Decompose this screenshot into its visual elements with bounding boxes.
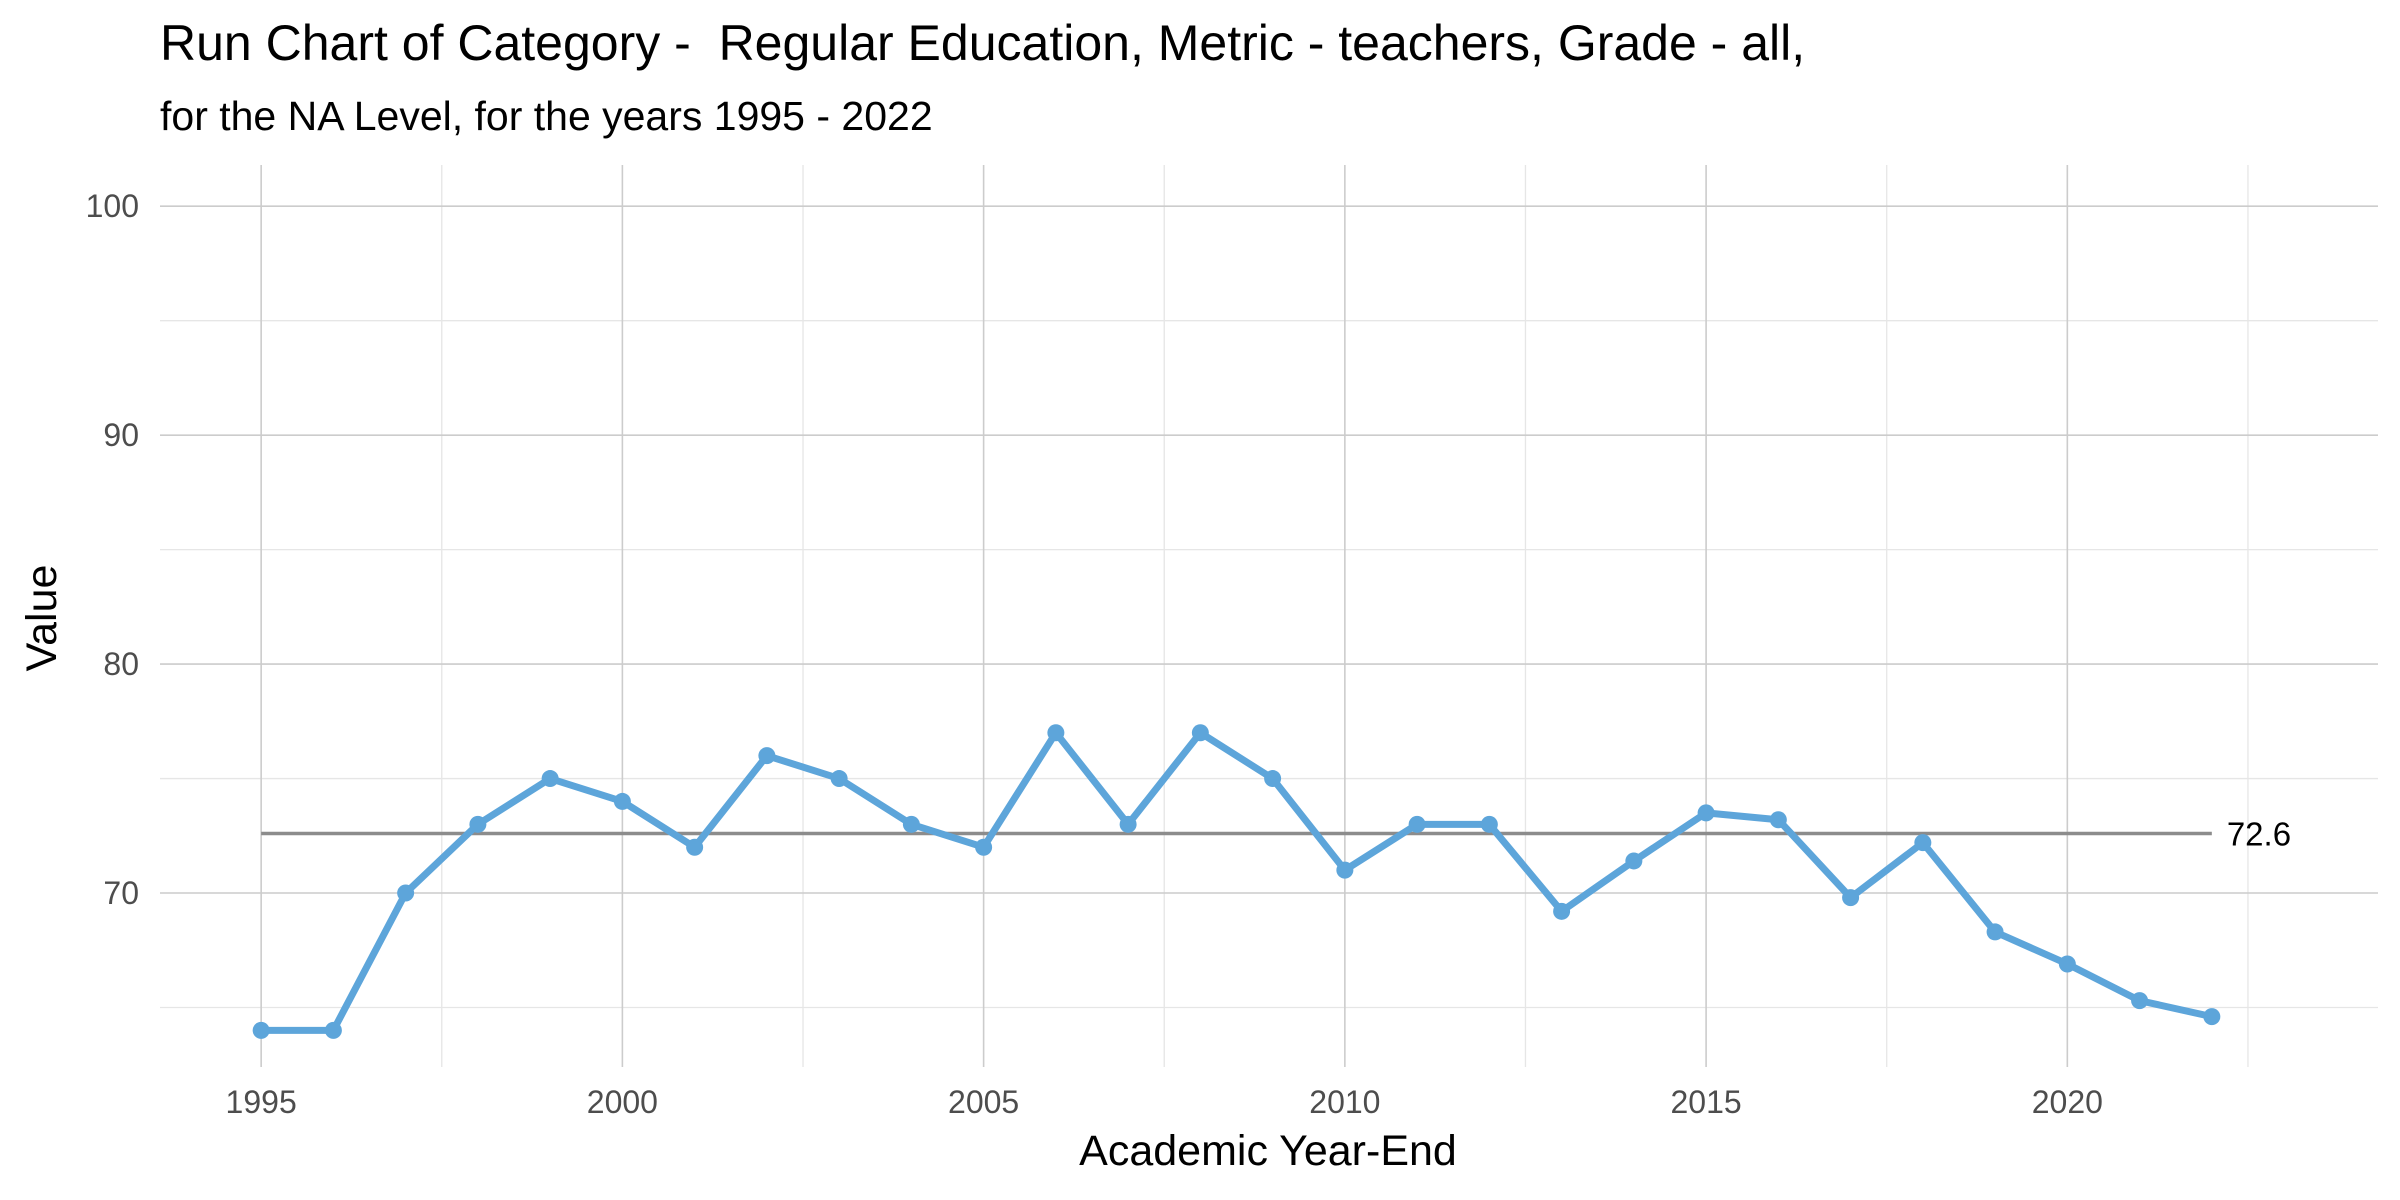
series-line [257, 729, 2216, 1034]
data-point [2058, 955, 2076, 973]
data-point [1625, 852, 1643, 870]
x-tick-label: 2015 [1671, 1084, 1742, 1120]
x-tick-label: 2005 [948, 1084, 1019, 1120]
x-axis-ticks: 1995 2000 2005 2010 2015 2020 [226, 1084, 2103, 1120]
x-tick-label: 1995 [226, 1084, 297, 1120]
x-tick-label: 2010 [1309, 1084, 1380, 1120]
data-point [830, 770, 848, 788]
series-layer [252, 724, 2221, 1039]
data-point [1264, 770, 1282, 788]
mean-line-label: 72.6 [2227, 815, 2291, 852]
data-point [1553, 902, 1571, 920]
data-point [1408, 815, 1426, 833]
data-point [1047, 724, 1065, 742]
grid-major [160, 165, 2378, 1067]
x-axis-title: Academic Year-End [1079, 1127, 1457, 1175]
grid-minor [160, 165, 2378, 1067]
data-point [324, 1021, 342, 1039]
data-point [613, 792, 631, 810]
y-axis-ticks: 70 80 90 100 [86, 188, 139, 911]
data-point [2203, 1008, 2221, 1026]
chart-subtitle: for the NA Level, for the years 1995 - 2… [160, 93, 933, 139]
data-point [1191, 724, 1209, 742]
data-point [686, 838, 704, 856]
y-tick-label: 80 [103, 646, 139, 682]
data-point [758, 747, 776, 765]
y-tick-label: 100 [86, 188, 139, 224]
mean-line-layer: 72.6 [261, 815, 2291, 852]
data-point [1986, 923, 2004, 941]
data-point [975, 838, 993, 856]
data-point [397, 884, 415, 902]
y-tick-label: 70 [103, 875, 139, 911]
data-point [469, 815, 487, 833]
data-point [1914, 834, 1932, 852]
x-tick-label: 2000 [587, 1084, 658, 1120]
data-point [541, 770, 559, 788]
data-point [1336, 861, 1354, 879]
data-point [1842, 889, 1860, 907]
y-tick-label: 90 [103, 417, 139, 453]
data-point [252, 1021, 270, 1039]
data-point [902, 815, 920, 833]
data-point [1697, 804, 1715, 822]
x-tick-label: 2020 [2032, 1084, 2103, 1120]
data-point [1769, 811, 1787, 829]
data-point [1480, 815, 1498, 833]
chart-title: Run Chart of Category - Regular Educatio… [160, 15, 1805, 71]
data-point [2131, 992, 2149, 1010]
data-point [1119, 815, 1137, 833]
y-axis-title: Value [18, 565, 66, 672]
